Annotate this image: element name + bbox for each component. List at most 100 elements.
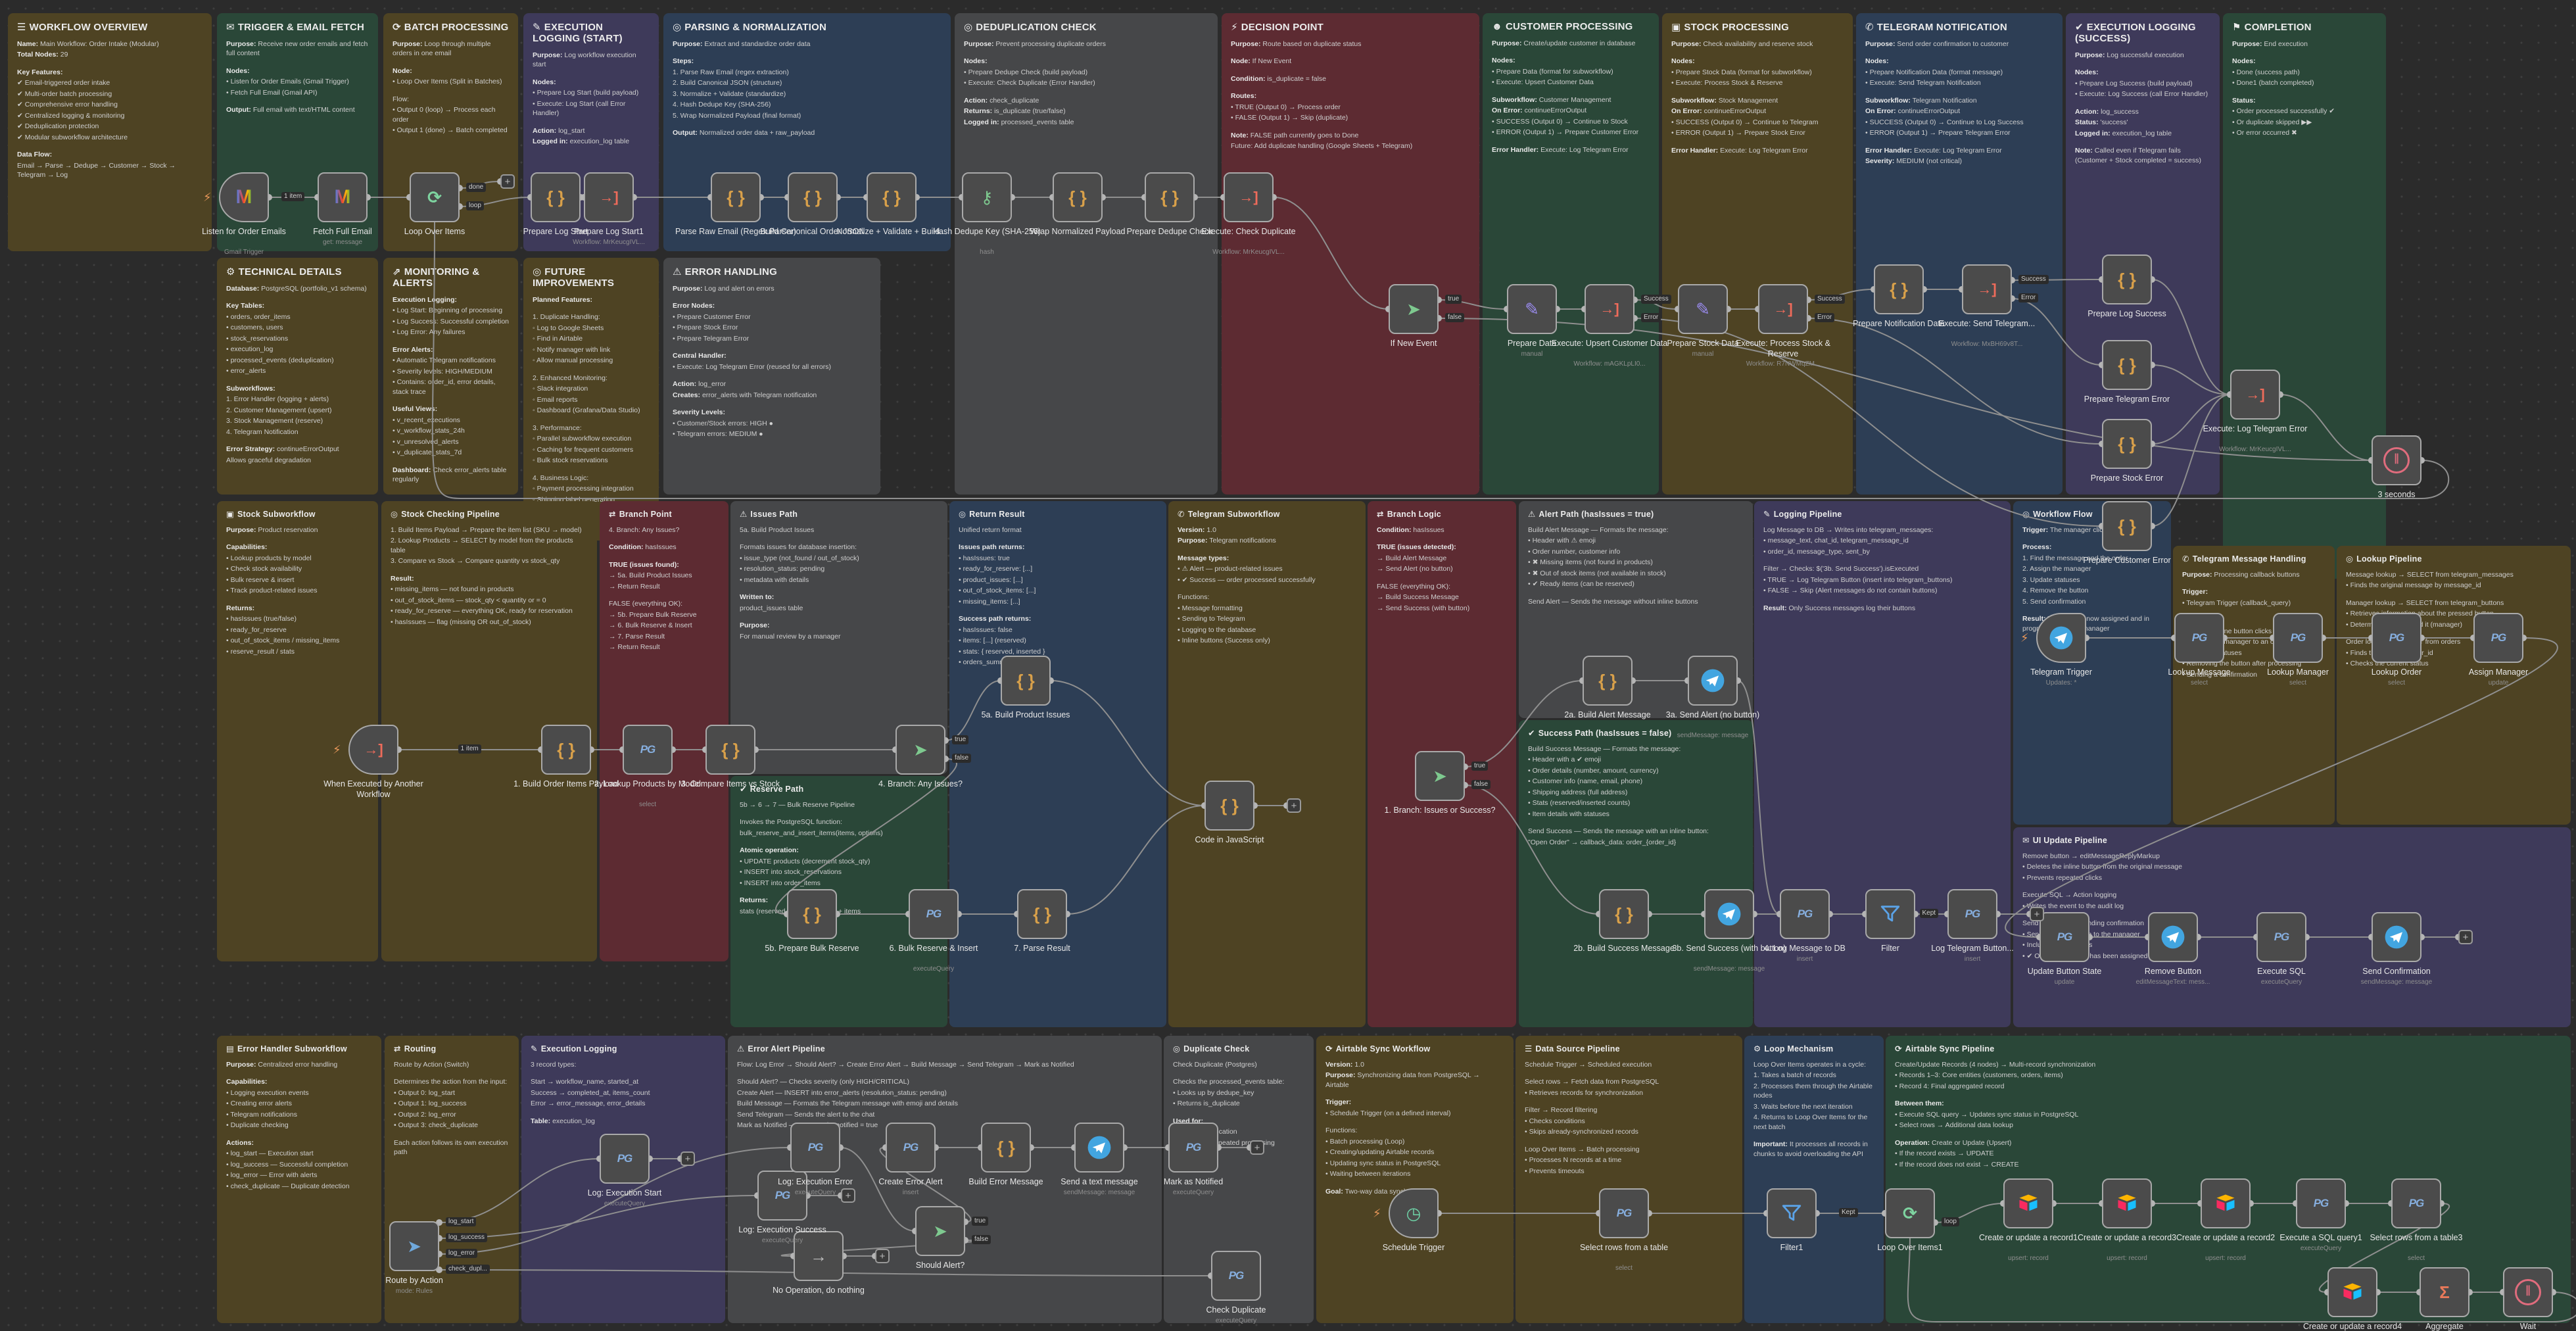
build-alert-message[interactable]: { } [1583, 656, 1633, 706]
log-message-db[interactable]: PG [1780, 889, 1830, 939]
parse-result[interactable]: { } [1017, 889, 1067, 939]
exec-send-telegram[interactable]: →] [1962, 264, 2012, 314]
note-airtable-sync-workflow[interactable]: ⟳ Airtable Sync Workflow Version: 1.0 Purpo… [1316, 1036, 1514, 1323]
select-rows-table[interactable]: PG [1599, 1188, 1649, 1238]
plus-loop-done[interactable]: + [500, 174, 515, 189]
build-order-items[interactable]: { } [541, 725, 591, 775]
prepare-bulk-reserve[interactable]: { } [787, 889, 837, 939]
exec-process-stock[interactable]: →] [1758, 284, 1808, 334]
mark-as-notified[interactable]: PG [1168, 1123, 1218, 1173]
prepare-dedupe-check[interactable]: { } [1145, 172, 1195, 222]
create-record3[interactable] [2102, 1178, 2152, 1228]
parse-raw-email[interactable]: { } [711, 172, 761, 222]
normalize-validate[interactable]: { } [867, 172, 917, 222]
create-record2[interactable] [2201, 1178, 2251, 1228]
check-duplicate[interactable]: PG [1211, 1251, 1261, 1301]
select-rows-table3[interactable]: PG [2391, 1178, 2441, 1228]
build-product-issues[interactable]: { } [1001, 656, 1051, 706]
note-stock-subworkflow[interactable]: ▣ Stock Subworkflow Purpose: Product reser… [217, 501, 378, 961]
plus-log-tg-button[interactable]: + [2030, 907, 2044, 921]
wait[interactable]: ∥ [2503, 1267, 2553, 1317]
filter1[interactable] [1767, 1188, 1817, 1238]
prepare-telegram-error[interactable]: { } [2102, 340, 2152, 390]
note-error-handler-subworkflow[interactable]: ▤ Error Handler Subworkflow Purpose: Centr… [217, 1036, 381, 1323]
note-monitoring-alerts[interactable]: ⇗ MONITORING & ALERTS Execution Logging: • … [383, 258, 518, 495]
note-customer-processing[interactable]: ☻ CUSTOMER PROCESSING Purpose: Create/upda… [1483, 13, 1659, 495]
lookup-order[interactable]: PG [2372, 613, 2421, 663]
wait-3-seconds[interactable]: ∥ [2372, 435, 2421, 485]
note-technical-details[interactable]: ⚙ TECHNICAL DETAILS Database: PostgreSQL (… [217, 258, 378, 495]
exec-log-telegram-error[interactable]: →] [2230, 370, 2280, 420]
update-button-state[interactable]: PG [2039, 912, 2089, 962]
create-record1[interactable] [2003, 1178, 2053, 1228]
execute-sql-query1[interactable]: PG [2296, 1178, 2346, 1228]
hash-dedupe-key[interactable]: ⚷ [962, 172, 1012, 222]
plus-code-js[interactable]: + [1287, 798, 1301, 813]
compare-items-stock[interactable]: { } [705, 725, 755, 775]
send-success[interactable] [1704, 889, 1754, 939]
when-executed[interactable]: →] [348, 725, 398, 775]
assign-manager[interactable]: PG [2473, 613, 2523, 663]
loop-over-items1[interactable]: ⟳ [1885, 1188, 1935, 1238]
log-telegram-button[interactable]: PG [1947, 889, 1997, 939]
build-canonical-json[interactable]: { } [788, 172, 838, 222]
route-by-action[interactable]: ➤ [389, 1221, 439, 1271]
note-workflow-overview[interactable]: ☰ WORKFLOW OVERVIEW Name: Main Workflow: O… [8, 13, 212, 251]
execute-sql[interactable]: PG [2256, 912, 2306, 962]
branch-any-issues[interactable]: ➤ [895, 725, 945, 775]
loop-over-items[interactable]: ⟳ [410, 172, 460, 222]
note-telegram-notification[interactable]: ✆ TELEGRAM NOTIFICATION Purpose: Send orde… [1856, 13, 2063, 495]
exec-check-duplicate[interactable]: →] [1224, 172, 1274, 222]
lookup-products[interactable]: PG [623, 725, 673, 775]
log-execution-error[interactable]: PG [790, 1123, 840, 1173]
prepare-stock-error[interactable]: { } [2102, 419, 2152, 469]
note-title: ⚠ Issues Path [740, 509, 938, 519]
prepare-log-start[interactable]: { } [531, 172, 581, 222]
telegram-trigger[interactable] [2036, 613, 2086, 663]
note-loop-mechanism[interactable]: ⚙ Loop Mechanism Loop Over Items operates … [1744, 1036, 1884, 1323]
send-text-message[interactable] [1074, 1123, 1124, 1173]
warning-icon: ⚠ [1528, 510, 1536, 519]
prepare-customer-error[interactable]: { } [2102, 501, 2152, 551]
prepare-log-success[interactable]: { } [2102, 254, 2152, 304]
lookup-manager[interactable]: PG [2273, 613, 2323, 663]
plus-send-confirmation[interactable]: + [2458, 930, 2473, 944]
note-logging-pipeline[interactable]: ✎ Logging Pipeline Log Message to DB → Wri… [1754, 501, 2011, 1027]
note-success-path[interactable]: ✔ Success Path (hasIssues = false) Build S… [1519, 720, 1753, 1027]
exec-upsert-customer[interactable]: →] [1585, 284, 1634, 334]
edge-label: Success [1815, 295, 1845, 304]
filter[interactable] [1865, 889, 1915, 939]
code-in-javascript[interactable]: { } [1205, 781, 1254, 831]
aggregate[interactable]: Σ [2420, 1267, 2469, 1317]
create-record4[interactable] [2327, 1267, 2377, 1317]
lookup-message[interactable]: PG [2174, 613, 2224, 663]
note-future-improvements[interactable]: ◎ FUTURE IMPROVEMENTS Planned Features: 1. … [523, 258, 659, 541]
listen-order-emails[interactable]: M [219, 172, 269, 222]
bulk-reserve-insert[interactable]: PG [909, 889, 959, 939]
schedule-trigger[interactable]: ◷ [1389, 1188, 1439, 1238]
fetch-full-email[interactable]: M [318, 172, 368, 222]
should-alert[interactable]: ➤ [915, 1206, 965, 1256]
create-error-alert[interactable]: PG [886, 1123, 936, 1173]
prepare-stock-data[interactable]: ✎ [1678, 284, 1728, 334]
build-error-message[interactable]: { } [981, 1123, 1031, 1173]
build-success-message[interactable]: { } [1599, 889, 1649, 939]
wrap-normalized-payload[interactable]: { } [1053, 172, 1103, 222]
remove-button[interactable] [2148, 912, 2198, 962]
plus-mark-notified[interactable]: + [1250, 1140, 1264, 1155]
log-execution-start[interactable]: PG [600, 1134, 650, 1184]
note-stock-processing[interactable]: ▣ STOCK PROCESSING Purpose: Check availabi… [1662, 13, 1853, 495]
send-confirmation[interactable] [2372, 912, 2421, 962]
note-body: Purpose: Route based on duplicate status… [1231, 40, 1413, 151]
note-data-source-pipeline[interactable]: ☰ Data Source Pipeline Schedule Trigger → … [1515, 1036, 1742, 1323]
note-telegram-subworkflow[interactable]: ✆ Telegram Subworkflow Version: 1.0 Purpose… [1168, 501, 1366, 1027]
send-alert[interactable] [1688, 656, 1738, 706]
if-new-event[interactable]: ➤ [1389, 284, 1439, 334]
plus-log-start[interactable]: + [680, 1151, 695, 1166]
prepare-log-start1[interactable]: →] [584, 172, 634, 222]
branch-issues-success[interactable]: ➤ [1415, 751, 1465, 801]
prepare-data[interactable]: ✎ [1507, 284, 1557, 334]
prepare-notification-data[interactable]: { } [1874, 264, 1924, 314]
note-error-handling[interactable]: ⚠ ERROR HANDLING Purpose: Log and alert on… [663, 258, 880, 495]
